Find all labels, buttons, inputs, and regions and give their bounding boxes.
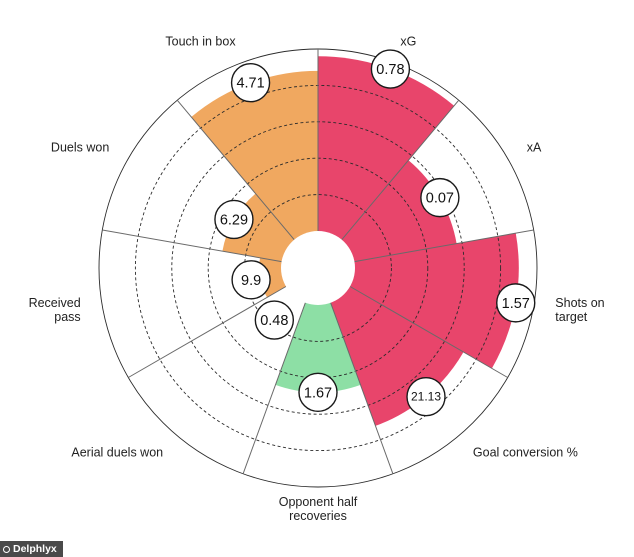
value-bubble: 21.13	[406, 377, 446, 417]
value-bubble: 1.67	[298, 372, 338, 413]
value-bubble: 0.78	[370, 49, 411, 89]
spoke-line	[349, 286, 508, 378]
spoke-line	[176, 99, 295, 240]
spoke-line	[102, 229, 282, 263]
center-hole-circle	[281, 231, 355, 305]
value-label: 0.07	[426, 191, 454, 207]
value-bubble-circle	[230, 63, 271, 103]
value-bubble: 0.48	[254, 300, 295, 340]
segment-wedge	[318, 160, 457, 268]
segments-layer	[191, 56, 519, 426]
segment-wedge	[191, 70, 318, 268]
value-bubble-circle	[406, 377, 446, 417]
category-label: pass	[54, 310, 80, 324]
value-bubble: 4.71	[230, 63, 271, 103]
spoke-line	[242, 302, 306, 474]
value-bubble-circle	[496, 283, 536, 323]
value-bubble-circle	[231, 260, 271, 300]
grid-ring	[244, 194, 392, 342]
category-label: Opponent half	[279, 495, 358, 509]
grid-layer	[98, 48, 538, 488]
value-bubble-circle	[370, 49, 411, 89]
value-bubble: 6.29	[214, 199, 254, 240]
spoke-line	[354, 229, 534, 263]
spoke-line	[128, 286, 287, 378]
brand-logo-icon	[3, 545, 10, 553]
value-bubble: 9.9	[231, 260, 271, 300]
value-label: 1.67	[304, 385, 332, 401]
category-label: Received	[29, 296, 81, 310]
category-label: recoveries	[289, 509, 347, 523]
category-label: target	[555, 310, 587, 324]
value-label: 0.48	[260, 313, 288, 329]
category-label: xG	[400, 35, 416, 49]
segment-wedge	[275, 268, 361, 393]
category-label: Aerial duels won	[71, 446, 163, 460]
center-hole	[281, 231, 355, 305]
value-bubble-circle	[298, 372, 338, 413]
value-label: 4.71	[236, 76, 264, 92]
category-label: xA	[527, 141, 542, 155]
spoke-line	[341, 99, 460, 240]
value-label: 9.9	[241, 273, 261, 289]
category-label: Shots on	[555, 296, 604, 310]
value-label: 21.13	[411, 390, 441, 404]
category-label: Duels won	[51, 141, 109, 155]
values-layer: 0.78 0.07 1.57 21.13 1.67 0.48 9.9 6.29 4.71	[214, 49, 536, 417]
value-label: 1.57	[502, 296, 530, 312]
segment-wedge	[318, 233, 519, 369]
value-bubble-circle	[214, 199, 254, 240]
category-label: Goal conversion %	[473, 446, 578, 460]
value-bubble-circle	[254, 300, 295, 340]
segment-wedge	[318, 56, 455, 268]
category-label: Touch in box	[165, 35, 236, 49]
value-bubble: 0.07	[420, 177, 460, 218]
spoke-line	[330, 302, 394, 474]
value-label: 6.29	[220, 212, 248, 228]
value-label: 0.78	[376, 62, 404, 78]
value-bubble: 1.57	[496, 283, 536, 323]
value-bubble-circle	[420, 177, 460, 218]
brand-name: Delphlyx	[13, 543, 57, 555]
branding-badge: Delphlyx	[0, 541, 63, 557]
